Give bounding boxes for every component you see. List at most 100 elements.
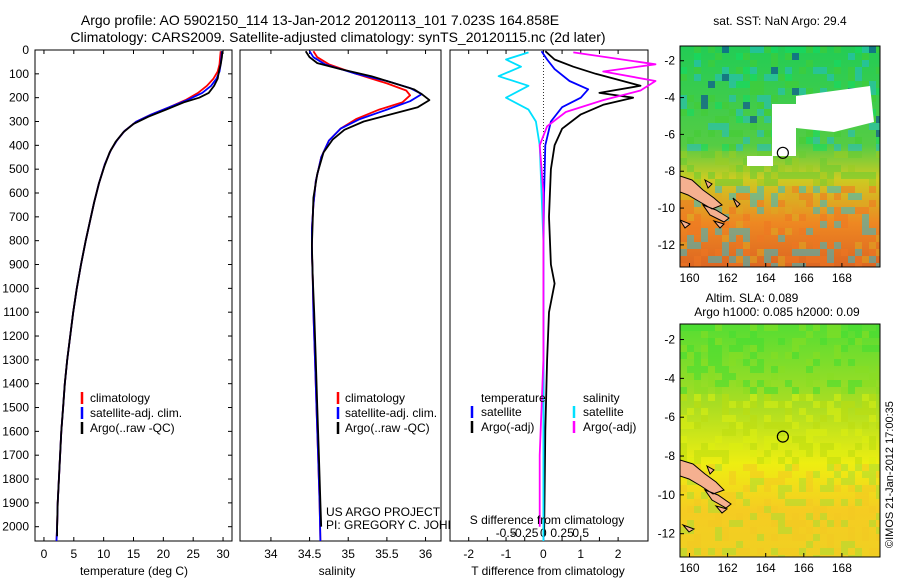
map-cell [820, 242, 827, 249]
map-cell [806, 256, 813, 263]
map-cell [827, 263, 834, 267]
map-cell [750, 67, 757, 74]
map-cell [785, 228, 792, 235]
map-cell [757, 179, 764, 186]
map-cell [750, 422, 757, 429]
map-cell [806, 200, 813, 207]
map-cell [736, 130, 743, 137]
map-cell [757, 207, 764, 214]
map-cell [848, 207, 855, 214]
map-cell [813, 207, 820, 214]
map-cell [715, 464, 722, 471]
map-cell [876, 485, 880, 492]
map-cell [827, 443, 834, 450]
map-cell [743, 338, 750, 345]
x-tick-label: 35.5 [375, 547, 399, 561]
map-cell [792, 520, 799, 527]
map-cell [722, 534, 729, 541]
map-cell [778, 401, 785, 408]
map-cell [687, 109, 694, 116]
map-cell [771, 179, 778, 186]
map-cell [736, 422, 743, 429]
map-cell [764, 109, 771, 116]
map-cell [806, 359, 813, 366]
sst-map-title: sat. SST: NaN Argo: 29.4 [713, 14, 847, 28]
map-cell [757, 471, 764, 478]
map-cell [876, 513, 880, 520]
map-cell [855, 457, 862, 464]
map-cell [862, 485, 869, 492]
map-cell [771, 513, 778, 520]
map-cell [785, 527, 792, 534]
map-cell [750, 471, 757, 478]
map-cell [848, 172, 855, 179]
map-cell [862, 422, 869, 429]
map-cell [687, 366, 694, 373]
map-cell [820, 256, 827, 263]
depth-tick-label: 1400 [2, 377, 29, 391]
map-cell [813, 513, 820, 520]
map-cell [722, 429, 729, 436]
map-cell [834, 485, 841, 492]
map-cell [827, 548, 834, 555]
map-cell [694, 499, 701, 506]
map-cell [820, 338, 827, 345]
argo-float-marker [776, 146, 789, 159]
map-cell [785, 380, 792, 387]
map-cell [722, 74, 729, 81]
map-cell [743, 95, 750, 102]
map-cell [869, 88, 876, 95]
map-cell [813, 373, 820, 380]
map-cell [799, 186, 806, 193]
map-cell [813, 359, 820, 366]
map-cell [764, 485, 771, 492]
map-cell [855, 207, 862, 214]
series-line-argo [304, 50, 431, 527]
sst-map-frame [679, 45, 881, 268]
depth-tick-label: 1500 [2, 401, 29, 415]
map-cell [855, 492, 862, 499]
map-cell [785, 485, 792, 492]
map-x-tick-label: 166 [794, 561, 814, 575]
map-cell [736, 53, 743, 60]
difference-plot-area [449, 49, 649, 542]
map-cell [806, 478, 813, 485]
map-cell [736, 81, 743, 88]
map-cell [771, 67, 778, 74]
map-cell [799, 249, 806, 256]
map-cell [771, 387, 778, 394]
map-cell [743, 256, 750, 263]
map-cell [736, 179, 743, 186]
map-cell [687, 221, 694, 228]
map-cell [771, 401, 778, 408]
map-cell [827, 408, 834, 415]
sst-cloud-patch [747, 156, 773, 166]
credit-project: US ARGO PROJECT [326, 505, 441, 519]
map-cell [701, 366, 708, 373]
map-cell [841, 548, 848, 555]
map-cell [715, 53, 722, 60]
map-cell [680, 443, 687, 450]
map-cell [715, 359, 722, 366]
map-cell [694, 60, 701, 67]
map-cell [708, 464, 715, 471]
map-cell [806, 541, 813, 548]
map-cell [841, 478, 848, 485]
map-cell [827, 137, 834, 144]
map-cell [862, 331, 869, 338]
map-cell [778, 235, 785, 242]
map-cell [715, 555, 722, 557]
map-cell [841, 151, 848, 158]
map-cell [862, 534, 869, 541]
map-cell [764, 95, 771, 102]
map-cell [750, 345, 757, 352]
map-cell [771, 373, 778, 380]
map-cell [771, 534, 778, 541]
map-cell [876, 324, 880, 331]
x-tick-label: 30 [216, 547, 230, 561]
figure-title-line1: Argo profile: AO 5902150_114 13-Jan-2012… [81, 12, 559, 28]
map-x-tick-label: 166 [794, 271, 814, 285]
map-cell [736, 242, 743, 249]
map-cell [792, 242, 799, 249]
map-cell [694, 541, 701, 548]
